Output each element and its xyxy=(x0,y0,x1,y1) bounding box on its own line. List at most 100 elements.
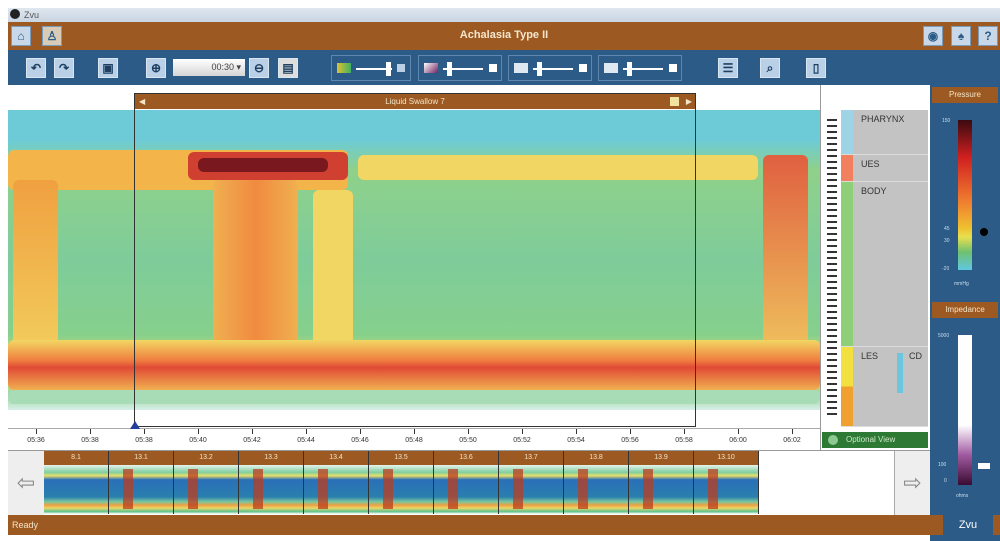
thumbnail-image xyxy=(369,465,433,514)
thumbnail-image xyxy=(239,465,303,514)
slider-handle[interactable] xyxy=(447,62,452,76)
slider-handle[interactable] xyxy=(386,62,391,76)
swallow-thumbnail[interactable]: 8.1 xyxy=(44,451,109,514)
landmark-ues[interactable]: UES xyxy=(841,155,928,182)
prev-swallow-arrow-icon[interactable]: ◀ xyxy=(139,97,146,106)
swallow-thumbnail[interactable]: 13.2 xyxy=(174,451,239,514)
slider-handle[interactable] xyxy=(627,62,632,76)
landmark-label: LES xyxy=(861,351,879,361)
landmark-pharynx[interactable]: PHARYNX xyxy=(841,110,928,155)
swallow-thumbnail[interactable]: 13.9 xyxy=(629,451,694,514)
time-tick xyxy=(36,429,37,434)
time-tick-label: 05:38 xyxy=(135,437,153,444)
filter-slider[interactable] xyxy=(623,68,663,70)
pressurization-mark xyxy=(643,469,653,509)
toggle-box[interactable] xyxy=(579,64,587,72)
pressurization-mark xyxy=(188,469,198,509)
time-tick xyxy=(198,429,199,434)
swallow-marker-icon[interactable] xyxy=(670,97,679,106)
isobar-slider[interactable] xyxy=(443,68,483,70)
cd-marker[interactable] xyxy=(897,353,903,393)
scale-label: 30 xyxy=(944,238,950,244)
scale-sidebar: Pressure 150 45 30 -20 mmHg Impedance 50… xyxy=(930,85,1000,541)
time-tick-label: 06:00 xyxy=(729,437,747,444)
contrast-slider[interactable] xyxy=(356,68,392,70)
color-contrast-group xyxy=(331,55,411,81)
sensor-ruler xyxy=(827,115,837,415)
optional-view-button[interactable]: Optional View xyxy=(822,432,928,448)
redo-button[interactable]: ↷ xyxy=(54,58,74,78)
window-titlebar: Zvu xyxy=(8,8,1000,22)
next-swallow-arrow-icon[interactable]: ▶ xyxy=(685,97,692,106)
pressurization-mark xyxy=(513,469,523,509)
pressurization-mark xyxy=(123,469,133,509)
landmark-label: CD xyxy=(909,351,922,361)
time-tick xyxy=(792,429,793,434)
time-tick xyxy=(522,429,523,434)
swallow-thumbnail[interactable]: 13.6 xyxy=(434,451,499,514)
les-band xyxy=(8,340,820,390)
pressure-title: Pressure xyxy=(932,87,998,103)
landmark-body[interactable]: BODY xyxy=(841,182,928,347)
save-button[interactable]: ▣ xyxy=(98,58,118,78)
landmark-label: BODY xyxy=(861,186,887,196)
swallow-window[interactable]: ◀ Liquid Swallow 7 ▶ xyxy=(134,93,696,427)
time-tick xyxy=(90,429,91,434)
prev-arrow-icon[interactable]: ⇦ xyxy=(8,451,44,515)
swallow-thumbnail[interactable]: 13.3 xyxy=(239,451,304,514)
page-title: Achalasia Type II xyxy=(459,29,549,41)
swallow-thumbnail[interactable]: 13.10 xyxy=(694,451,759,514)
time-tick xyxy=(684,429,685,434)
swallow-thumbnail[interactable]: 13.5 xyxy=(369,451,434,514)
thumbnail-label: 13.7 xyxy=(499,451,563,465)
swallow-thumbnail[interactable]: 13.8 xyxy=(564,451,629,514)
scale-label: 0 xyxy=(944,478,947,484)
impedance-unit: ohms xyxy=(956,493,969,499)
stomach-region xyxy=(8,390,820,404)
zoom-out-button[interactable]: ⊖ xyxy=(249,58,269,78)
logo: Zvu xyxy=(943,515,993,535)
slider-handle[interactable] xyxy=(537,62,542,76)
filter-slider[interactable] xyxy=(533,68,573,70)
scale-label: 5000 xyxy=(938,333,950,339)
zoom-select[interactable]: 00:30 ▾ xyxy=(173,59,245,76)
report-button[interactable]: ☰ xyxy=(718,58,738,78)
thumbnail-image xyxy=(694,465,758,514)
swallow-thumbnail[interactable]: 13.1 xyxy=(109,451,174,514)
pressure-colorbar xyxy=(958,120,972,270)
thumbnail-image xyxy=(304,465,368,514)
swallow-thumbnail[interactable]: 13.7 xyxy=(499,451,564,514)
globe-button[interactable]: ◉ xyxy=(923,26,943,46)
time-tick-label: 05:44 xyxy=(297,437,315,444)
help-button[interactable]: ? xyxy=(978,26,998,46)
patient-button[interactable]: ♙ xyxy=(42,26,62,46)
time-cursor-icon[interactable] xyxy=(130,421,140,429)
landmark-les[interactable]: LES CD xyxy=(841,347,928,427)
colormap-icon xyxy=(337,63,351,73)
scale-label: 45 xyxy=(944,226,950,232)
zoom-in-button[interactable]: ⊕ xyxy=(146,58,166,78)
swallow-thumbnail[interactable]: 13.4 xyxy=(304,451,369,514)
next-arrow-icon[interactable]: ⇨ xyxy=(894,451,930,515)
time-tick xyxy=(414,429,415,434)
impedance-handle[interactable] xyxy=(978,463,990,469)
swallow-title: Liquid Swallow 7 xyxy=(385,97,445,106)
toggle-box[interactable] xyxy=(669,64,677,72)
impedance-colorbar xyxy=(958,335,972,485)
isobar-handle[interactable] xyxy=(980,228,988,236)
landmark-panel: PHARYNX UES BODY LES CD xyxy=(820,85,930,450)
undo-button[interactable]: ↶ xyxy=(26,58,46,78)
status-text: Ready xyxy=(12,520,39,530)
pressure-topography-plot[interactable] xyxy=(8,110,820,410)
toggle-box[interactable] xyxy=(489,64,497,72)
print-button[interactable]: ▤ xyxy=(278,58,298,78)
toolbar: ↶ ↷ ▣ ⊕ 00:30 ▾ ⊖ ▤ ☰ ⌕ ▯ xyxy=(8,50,1000,85)
toggle-box[interactable] xyxy=(397,64,405,72)
scale-label: 150 xyxy=(942,118,951,124)
time-axis: 05:36 05:38 05:38 05:40 05:42 05:44 05:46 05:48… xyxy=(8,428,820,450)
key-button[interactable]: ♠ xyxy=(951,26,971,46)
filter-group-2 xyxy=(598,55,682,81)
home-button[interactable]: ⌂ xyxy=(11,26,31,46)
search-button[interactable]: ⌕ xyxy=(760,58,780,78)
export-button[interactable]: ▯ xyxy=(806,58,826,78)
